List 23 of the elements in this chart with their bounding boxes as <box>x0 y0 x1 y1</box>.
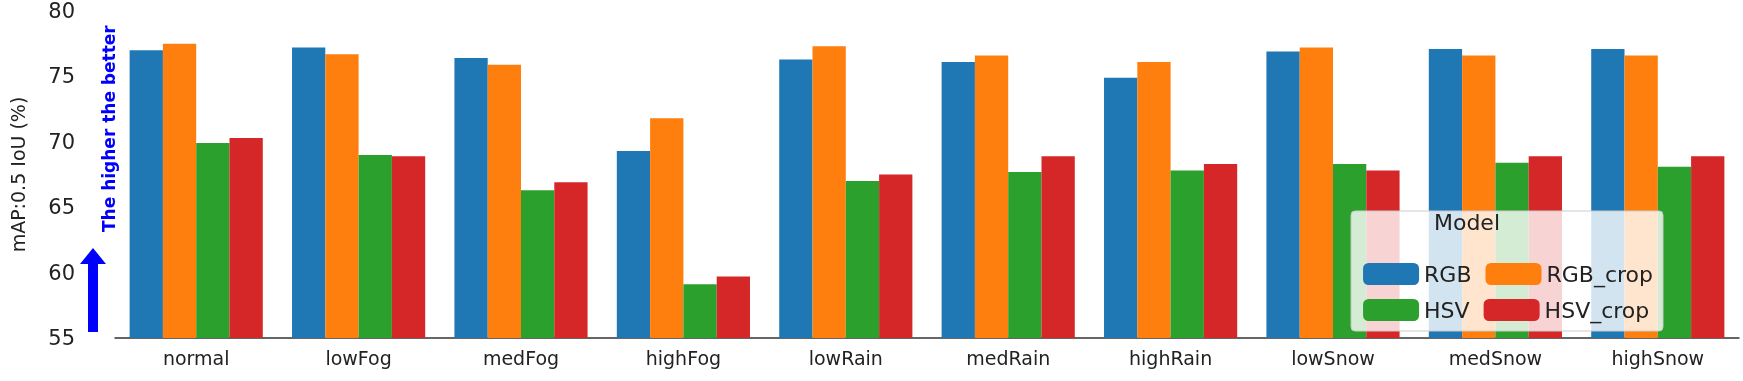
x-tick-label: lowRain <box>808 346 883 369</box>
legend-label: RGB_crop <box>1546 261 1654 288</box>
x-tick-label: lowFog <box>325 346 392 369</box>
x-tick-label: highRain <box>1129 346 1213 369</box>
y-tick-label: 70 <box>48 129 75 154</box>
x-tick-label: highFog <box>645 346 722 369</box>
x-tick-label: medSnow <box>1448 346 1543 369</box>
y-tick-label: 65 <box>48 195 75 220</box>
y-tick-label: 60 <box>48 260 75 285</box>
y-tick-label: 75 <box>48 64 75 89</box>
x-tick-label: medRain <box>966 346 1051 369</box>
y-tick-label: 55 <box>48 326 75 350</box>
y-tick-label: 80 <box>48 0 75 23</box>
legend-label: HSV <box>1424 297 1470 323</box>
legend-label: RGB <box>1424 261 1472 287</box>
x-tick-label: medFog <box>482 346 560 369</box>
x-tick-label: lowSnow <box>1291 346 1375 369</box>
legend-title: Model <box>1433 209 1501 235</box>
x-tick-label: normal <box>162 346 230 369</box>
x-tick-label: highSnow <box>1611 346 1705 369</box>
y-axis-title: mAP:0.5 IoU (%) <box>6 96 29 253</box>
legend-label: HSV_crop <box>1544 297 1650 324</box>
annotation: The higher the better <box>98 24 119 232</box>
